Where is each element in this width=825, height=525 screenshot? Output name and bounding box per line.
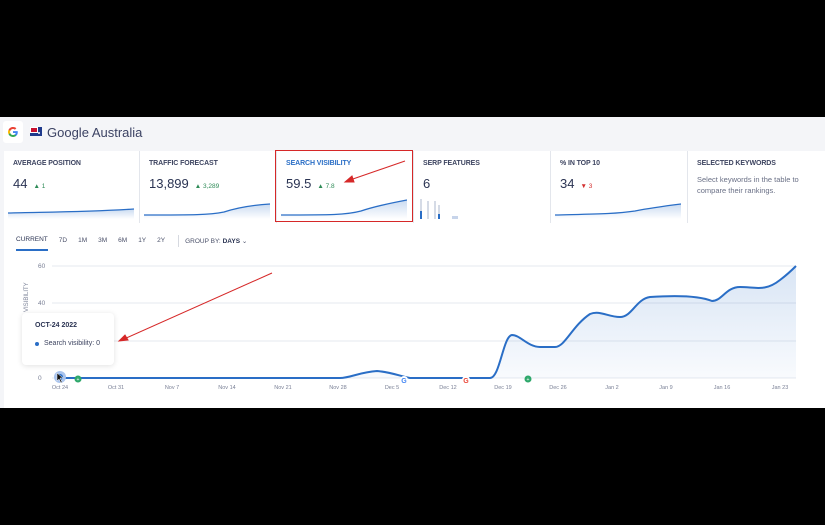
card-value: 34 <box>560 176 575 191</box>
card-value: 6 <box>423 176 431 191</box>
card-label: TRAFFIC FORECAST <box>149 160 218 167</box>
card-search-visibility[interactable]: SEARCH VISIBILITY 59.5 ▲ 7.8 <box>277 151 414 223</box>
google-update-icon: G <box>400 376 408 385</box>
svg-text:Nov 14: Nov 14 <box>218 385 235 391</box>
triangle-up-icon: ▲ <box>317 183 324 190</box>
note-marker-icon <box>74 375 82 383</box>
svg-text:Oct 24: Oct 24 <box>52 385 68 391</box>
svg-text:+: + <box>527 377 530 383</box>
card-label: AVERAGE POSITION <box>13 160 81 167</box>
delta-down: ▼ 3 <box>580 183 593 190</box>
card-value: 44 <box>13 176 28 191</box>
sparkline-chart <box>144 203 270 219</box>
svg-text:40: 40 <box>38 300 46 307</box>
svg-text:Dec 19: Dec 19 <box>494 385 511 391</box>
sparkline-chart <box>8 208 134 219</box>
svg-text:Jan 9: Jan 9 <box>659 385 672 391</box>
card-label: SEARCH VISIBILITY <box>286 160 352 167</box>
google-icon <box>3 121 23 143</box>
svg-text:Nov 21: Nov 21 <box>274 385 291 391</box>
group-by-dropdown[interactable]: GROUP BY: DAYS ⌄ <box>185 237 248 245</box>
range-tabs: CURRENT 7D 1M 3M 6M 1Y 2Y GROUP BY: DAYS… <box>16 233 248 251</box>
svg-text:60: 60 <box>38 263 46 270</box>
svg-text:G: G <box>401 378 407 385</box>
y-axis-ticks: 60 40 0 <box>38 263 46 382</box>
svg-text:Dec 12: Dec 12 <box>439 385 456 391</box>
note-marker-icon <box>524 375 532 383</box>
triangle-up-icon: ▲ <box>194 183 202 190</box>
tooltip-date: OCT-24 2022 <box>35 322 78 329</box>
chevron-down-icon: ⌄ <box>241 237 248 245</box>
sparkline-chart <box>555 203 681 219</box>
card-label: SELECTED KEYWORDS <box>697 160 776 167</box>
svg-text:Jan 2: Jan 2 <box>605 385 618 391</box>
svg-text:Nov 28: Nov 28 <box>329 385 346 391</box>
australia-flag-icon <box>30 127 42 136</box>
tab-7d[interactable]: 7D <box>58 237 68 244</box>
triangle-up-icon: ▲ <box>33 183 40 190</box>
panel-header: Google Australia <box>0 117 825 151</box>
delta-up: ▲ 1 <box>33 183 46 190</box>
tab-current[interactable]: CURRENT <box>16 236 48 251</box>
card-description: Select keywords in the table to compare … <box>697 175 799 195</box>
y-axis-label: VISIBILITY <box>24 282 30 312</box>
svg-text:0: 0 <box>38 375 42 382</box>
tab-2y[interactable]: 2Y <box>157 237 166 244</box>
card-value: 13,899 <box>149 176 189 191</box>
card-serp-features[interactable]: SERP FEATURES 6 <box>414 151 551 223</box>
tab-6m[interactable]: 6M <box>118 237 128 244</box>
area-fill <box>60 266 796 378</box>
card-label: SERP FEATURES <box>423 160 480 167</box>
metric-cards: AVERAGE POSITION 44 ▲ 1 TRAFFIC FORECAST… <box>4 151 825 223</box>
search-engine-title: Google Australia <box>47 125 143 140</box>
google-update-icon: G <box>462 376 470 385</box>
delta-up: ▲ 7.8 <box>317 183 335 190</box>
svg-text:+: + <box>77 377 80 383</box>
serp-bar-chart <box>420 199 458 219</box>
delta-up: ▲ 3,289 <box>194 183 220 190</box>
series-dot-icon <box>35 341 39 346</box>
sparkline-chart <box>281 199 407 219</box>
tab-3m[interactable]: 3M <box>98 237 108 244</box>
card-average-position[interactable]: AVERAGE POSITION 44 ▲ 1 <box>4 151 140 223</box>
svg-text:Dec 26: Dec 26 <box>549 385 566 391</box>
card-label: % IN TOP 10 <box>560 160 600 167</box>
annotation-arrows <box>117 160 406 342</box>
tab-1m[interactable]: 1M <box>78 237 88 244</box>
svg-text:Oct 31: Oct 31 <box>108 385 124 391</box>
svg-text:Dec 5: Dec 5 <box>385 385 399 391</box>
svg-text:G: G <box>463 378 469 385</box>
tooltip-value: Search visibility: 0 <box>44 340 101 347</box>
svg-text:Jan 23: Jan 23 <box>772 385 789 391</box>
tab-1y[interactable]: 1Y <box>138 237 147 244</box>
card-traffic-forecast[interactable]: TRAFFIC FORECAST 13,899 ▲ 3,289 <box>140 151 277 223</box>
card-percent-in-top-10[interactable]: % IN TOP 10 34 ▼ 3 <box>551 151 688 223</box>
triangle-down-icon: ▼ <box>580 183 587 190</box>
svg-text:Jan 16: Jan 16 <box>714 385 731 391</box>
x-axis-ticks: Oct 24 Oct 31 Nov 7 Nov 14 Nov 21 Nov 28… <box>52 385 788 391</box>
card-value: 59.5 <box>286 176 312 191</box>
svg-text:Nov 7: Nov 7 <box>165 385 179 391</box>
chart-tooltip: OCT-24 2022 Search visibility: 0 <box>22 313 114 365</box>
card-selected-keywords: SELECTED KEYWORDS Select keywords in the… <box>688 151 825 223</box>
divider <box>178 234 180 247</box>
mouse-cursor-icon <box>56 372 64 384</box>
